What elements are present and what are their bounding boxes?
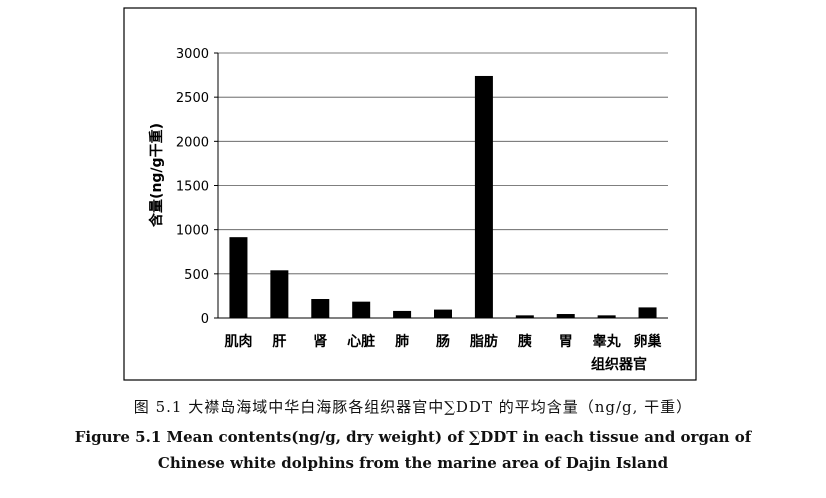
y-tick-label: 0 xyxy=(201,312,209,327)
bar xyxy=(311,299,330,318)
x-tick-label: 心脏 xyxy=(347,333,375,350)
x-tick-label: 肾 xyxy=(313,334,327,350)
bar xyxy=(597,315,616,318)
bar xyxy=(229,237,248,318)
x-tick-label: 肺 xyxy=(395,334,409,350)
y-tick-label: 2500 xyxy=(176,91,209,106)
bar-chart: 0 500 1000 1500 2000 2500 3000 肌肉 肝 肾 心脏 肺 肠 脂肪 胰 胃 睾丸卵… xyxy=(123,7,697,381)
x-tick-labels: 肌肉 肝 肾 心脏 肺 肠 脂肪 胰 胃 睾丸 卵巢 xyxy=(224,333,662,350)
y-tick-label: 1500 xyxy=(176,180,209,195)
x-tick-label: 胰 xyxy=(518,333,532,350)
x-tick-label: 肝 xyxy=(272,334,286,350)
y-tick-label: 1000 xyxy=(176,224,209,239)
bar xyxy=(352,301,371,318)
x-tick-label: 卵巢 xyxy=(634,333,663,350)
chart-frame xyxy=(123,7,697,381)
caption-english-line1: Figure 5.1 Mean contents(ng/g, dry weigh… xyxy=(74,428,752,446)
y-tick-labels: 0 500 1000 1500 2000 2500 3000 xyxy=(176,47,209,327)
bar xyxy=(515,315,534,318)
bar xyxy=(556,314,575,318)
bar xyxy=(393,310,412,318)
y-tick-label: 3000 xyxy=(176,47,209,62)
x-tick-label: 脂肪 xyxy=(469,333,498,350)
y-axis-label: 含量(ng/g干重) xyxy=(148,123,165,227)
x-tick-label: 肠 xyxy=(436,334,450,350)
bars xyxy=(229,75,657,318)
gridlines xyxy=(218,52,668,275)
caption-english-line2: Chinese white dolphins from the marine a… xyxy=(157,454,669,472)
x-tick-label: 睾丸 xyxy=(593,333,622,350)
y-tick-label: 2000 xyxy=(176,135,209,150)
x-tick-label: 胃 xyxy=(559,334,573,350)
bar xyxy=(474,75,493,318)
bar xyxy=(638,307,657,318)
x-axis-label: 组织器官 xyxy=(591,356,647,373)
x-tick-label: 肌肉 xyxy=(224,333,252,350)
bar xyxy=(434,309,452,318)
caption-chinese: 图 5.1 大襟岛海域中华白海豚各组织器官中∑DDT 的平均含量（ng/g, 干… xyxy=(133,398,693,416)
y-tick-label: 500 xyxy=(184,268,209,283)
bar xyxy=(270,270,289,318)
